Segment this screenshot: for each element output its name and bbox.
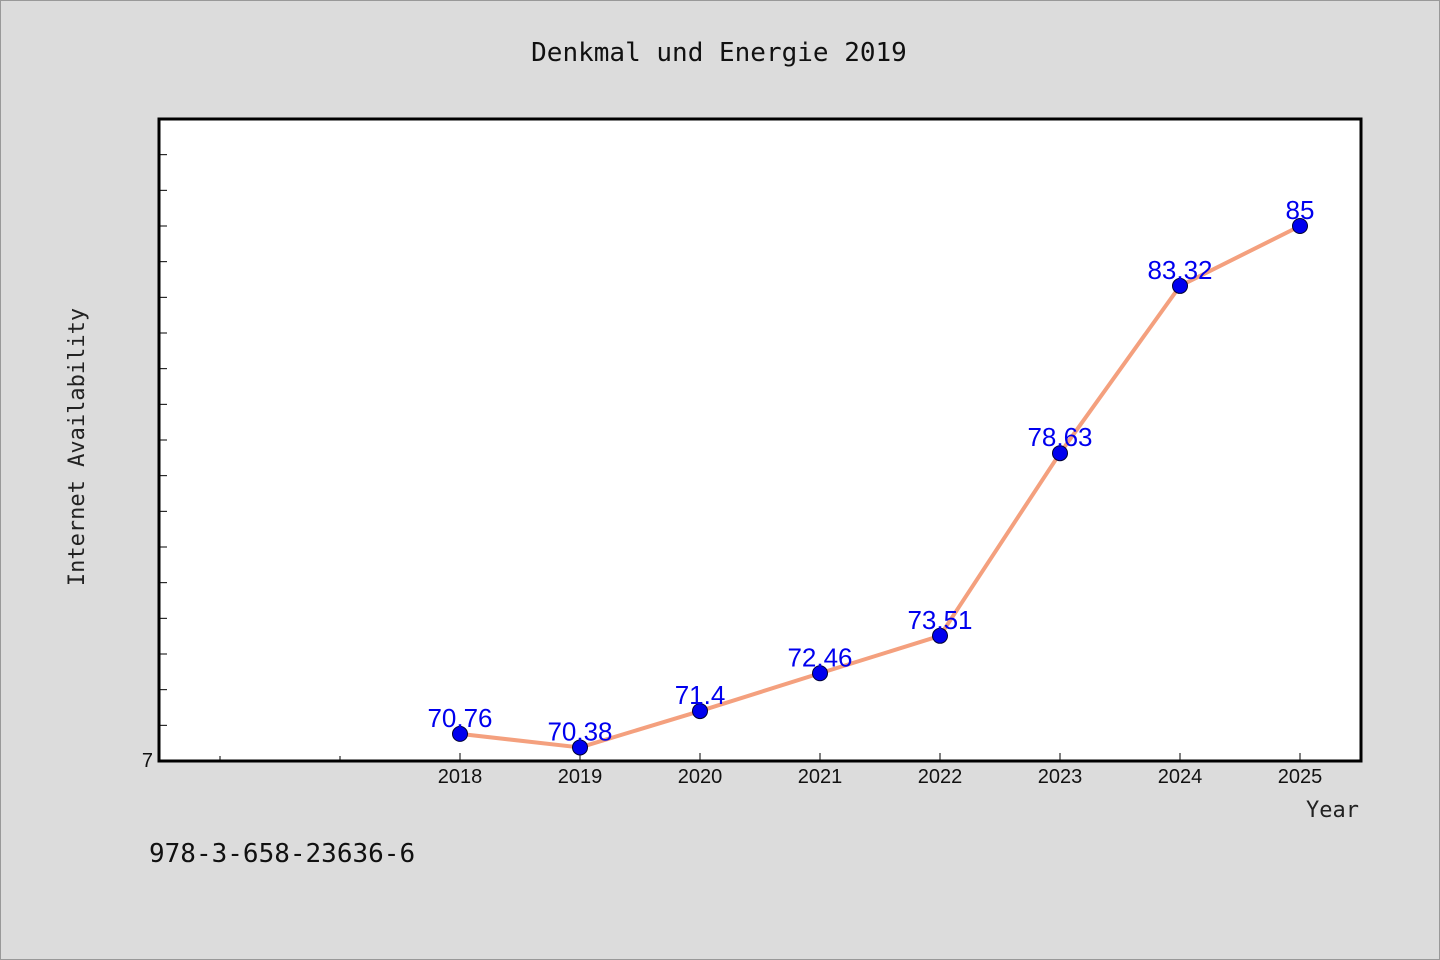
x-axis-minor-ticks bbox=[219, 756, 341, 761]
y-tick-label: 7 bbox=[142, 750, 153, 772]
x-tick-label: 2023 bbox=[1038, 766, 1083, 788]
data-label: 78.63 bbox=[1027, 422, 1092, 452]
data-label: 85 bbox=[1286, 195, 1315, 225]
y-axis-ticks bbox=[159, 154, 167, 726]
plot-area bbox=[157, 117, 1363, 763]
data-label: 72.46 bbox=[787, 642, 852, 672]
data-label: 73.51 bbox=[907, 605, 972, 635]
y-axis-label: Internet Availability bbox=[65, 308, 90, 586]
x-tick-label: 2021 bbox=[798, 766, 843, 788]
data-label: 71.4 bbox=[675, 680, 726, 710]
data-point bbox=[932, 627, 948, 644]
x-tick-label: 2018 bbox=[438, 766, 483, 788]
data-point bbox=[1292, 218, 1308, 234]
x-axis-ticks: 2018 2019 2020 2021 2022 2023 2024 2025 bbox=[438, 753, 1323, 788]
chart-title: Denkmal und Energie 2019 bbox=[531, 38, 907, 68]
data-point bbox=[692, 703, 708, 720]
x-tick-label: 2024 bbox=[1158, 766, 1203, 788]
data-label: 70.38 bbox=[547, 716, 612, 746]
series-layer: 70.76 70.38 71.4 72.46 73.51 78.63 83.32 85 bbox=[427, 195, 1315, 756]
data-label: 83.32 bbox=[1147, 255, 1212, 285]
x-tick-label: 2019 bbox=[558, 766, 603, 788]
data-point bbox=[1172, 277, 1188, 294]
data-label: 70.76 bbox=[427, 703, 492, 733]
x-tick-label: 2025 bbox=[1278, 766, 1323, 788]
data-point bbox=[452, 725, 468, 742]
data-point bbox=[1052, 445, 1068, 462]
x-axis-label: Year bbox=[1306, 798, 1359, 823]
series-line bbox=[459, 224, 1301, 750]
x-tick-label: 2022 bbox=[918, 766, 963, 788]
data-point bbox=[812, 665, 828, 682]
isbn-text: 978-3-658-23636-6 bbox=[149, 839, 415, 869]
x-tick-label: 2020 bbox=[678, 766, 723, 788]
data-point bbox=[572, 739, 588, 756]
